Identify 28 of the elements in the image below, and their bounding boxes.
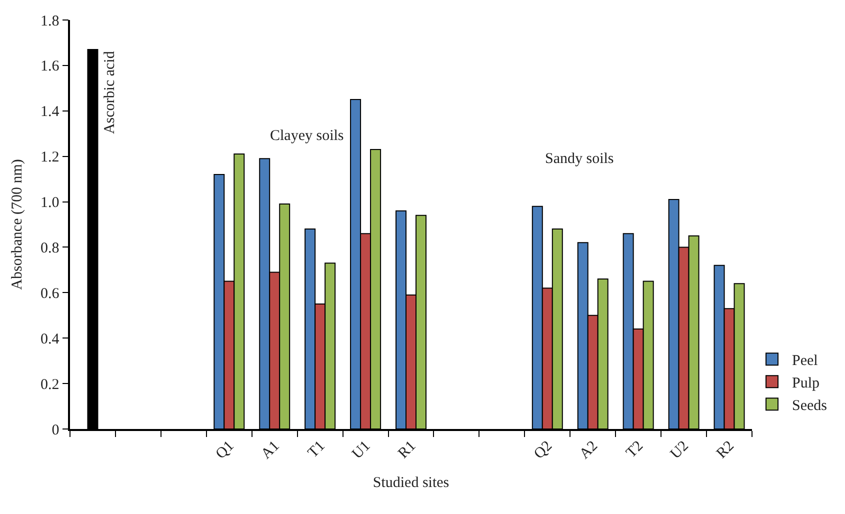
x-tick-label: A1 [258, 438, 283, 462]
x-axis-title: Studied sites [372, 474, 450, 491]
legend-label: Pulp [792, 375, 820, 392]
y-tick-label: 1.6 [40, 58, 60, 75]
y-tick-label: 0.6 [40, 286, 60, 302]
x-tick-label: R2 [714, 438, 738, 462]
legend-label: Seeds [792, 398, 828, 414]
y-tick-label: 0 [52, 422, 60, 438]
y-tick-label: 1.2 [40, 150, 60, 166]
annotation: Clayey soils [270, 128, 344, 144]
x-tick-label: A2 [576, 438, 601, 462]
x-tick-label: Q1 [212, 438, 238, 462]
y-axis-title: Absorbance (700 nm) [9, 159, 26, 290]
x-tick-label: U1 [349, 438, 374, 462]
annotation: Sandy soils [545, 151, 614, 167]
x-tick-label: T2 [623, 438, 646, 462]
y-tick-label: 0.2 [40, 376, 60, 393]
y-tick-label: 1.0 [40, 195, 60, 212]
x-tick-label: U2 [668, 438, 692, 462]
y-tick-label: 0.8 [40, 240, 60, 256]
y-tick-label: 1.4 [40, 104, 60, 120]
text: Ascorbic acid [102, 50, 118, 134]
x-tick-label: T1 [305, 438, 328, 462]
y-tick-label: 0.4 [40, 331, 60, 348]
x-tick-label: Q2 [531, 438, 556, 462]
legend-label: Peel [792, 352, 818, 369]
x-tick-label: R1 [395, 438, 420, 462]
y-tick-label: 1.8 [40, 13, 60, 30]
